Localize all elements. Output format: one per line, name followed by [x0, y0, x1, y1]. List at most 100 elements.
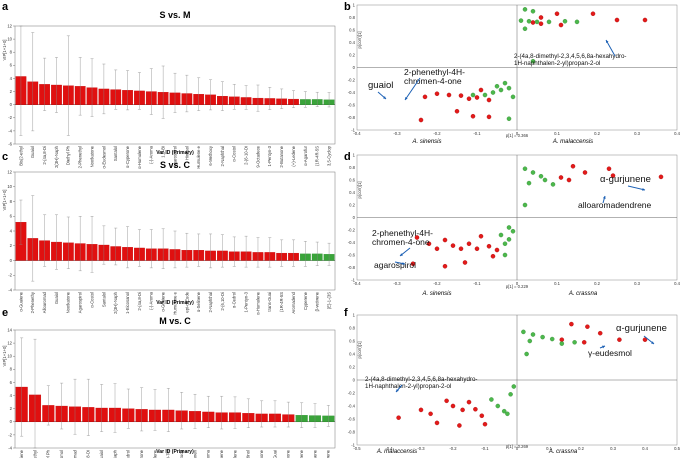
- annotation-line: 1H-naphthalen-2-yl)propan-2-ol: [514, 60, 600, 67]
- x-tick-label: 0.5: [674, 446, 680, 451]
- scatter-point: [574, 19, 580, 25]
- y-tick-label: 8: [10, 367, 13, 372]
- scatter-point: [658, 174, 664, 180]
- y-tick-label: 4: [10, 76, 13, 81]
- arrow-head: [642, 187, 645, 191]
- scatter-point: [538, 15, 544, 20]
- scatter-point: [460, 407, 465, 413]
- category-label: Agarospirol: [172, 146, 177, 167]
- category-label: (1R-4R-5S: [315, 146, 320, 166]
- annotation-label: α-gurjunene: [600, 174, 651, 185]
- scatter-point: [522, 26, 528, 31]
- x-tick-label: 0: [516, 131, 519, 136]
- scatter-point: [510, 228, 516, 234]
- scatter-point: [506, 237, 512, 242]
- annotation-line: 2-(4a,8-dimethyl-2,3,4,5,6,8a-hexahydro-: [365, 376, 477, 383]
- x-axis-label: Var ID (Primary): [156, 150, 194, 156]
- scatter-point: [510, 94, 516, 100]
- scatter-point: [444, 398, 449, 404]
- scatter-point: [526, 180, 532, 186]
- category-label: T-Cadinol: [246, 450, 251, 458]
- panel-letter: e: [2, 307, 8, 319]
- x-tick-label: -0.4: [385, 446, 393, 451]
- scatter-point: [486, 114, 492, 120]
- x-tick-label: 0.1: [554, 131, 560, 136]
- scatter-point: [414, 235, 420, 240]
- scatter-point: [614, 17, 620, 23]
- plot-frame: [14, 25, 336, 145]
- category-label: (1R-4R-5S: [279, 292, 284, 312]
- category-label: α-Guaiene: [19, 449, 24, 458]
- panel-letter: c: [2, 151, 8, 163]
- y-tick-label: -0.4: [348, 240, 356, 245]
- scatter-point: [446, 92, 452, 98]
- x-tick-label: -0.2: [433, 281, 441, 286]
- scatter-point: [434, 246, 440, 251]
- scatter-point: [524, 351, 529, 357]
- y-tick-label: -0.8: [348, 429, 356, 434]
- x-axis-label: Var ID (Primary): [156, 449, 194, 455]
- y-tick-label: 0.4: [349, 351, 355, 356]
- panel-c: c S vs. C -4 -2 0 2 4 6 8 10 12 VIP[1+1+0] α-Guaiene…: [2, 151, 336, 315]
- scatter-point: [494, 247, 500, 253]
- x-tick-label: 0.3: [634, 281, 640, 286]
- category-label: Bis(2-ethyl: [18, 146, 23, 166]
- category-label: α-Costol: [89, 292, 94, 308]
- category-label: Cyperene: [303, 291, 308, 310]
- scatter-point: [502, 80, 508, 86]
- x-tick-label: 0.4: [674, 281, 680, 286]
- category-label: 3-Pentanone: [259, 449, 264, 458]
- arrow-head: [405, 97, 408, 100]
- scatter-point: [585, 324, 590, 329]
- annotation-line: 2-phenethyl-4H-: [404, 67, 465, 77]
- scatter-point: [470, 92, 476, 98]
- category-label: Guaiol: [99, 450, 104, 458]
- scatter-point: [486, 243, 492, 249]
- scatter-point: [610, 173, 616, 178]
- x-tick-label: -0.1: [481, 446, 489, 451]
- scatter-point: [562, 18, 568, 24]
- y-tick-label: 0.6: [349, 338, 355, 343]
- y-tick-label: -1: [351, 442, 355, 447]
- y-tick-label: 0: [353, 215, 356, 220]
- category-label: 1,1'-Bi-Tet: [166, 449, 171, 458]
- category-label: 2-Butanone: [286, 449, 291, 458]
- category-label: α-Cedrol: [126, 450, 131, 458]
- annotation-line: chromen-4-one: [404, 76, 462, 86]
- x-tick-label: 0.2: [594, 281, 600, 286]
- scatter-point: [559, 341, 565, 346]
- scatter-point: [530, 59, 536, 64]
- scatter-point: [474, 246, 480, 251]
- scatter-point: [490, 253, 496, 259]
- scatter-point: [502, 252, 508, 258]
- scatter-point: [474, 95, 480, 100]
- scatter-point: [478, 87, 484, 93]
- y-tick-label: 0: [10, 258, 13, 263]
- category-label: trans-Guai: [267, 292, 272, 312]
- category-label: β-vetivene: [315, 291, 320, 311]
- scatter-point: [546, 19, 552, 25]
- x-tick-label: 0: [516, 446, 519, 451]
- category-label: 2(3H)-Naph: [54, 145, 59, 168]
- y-tick-label: 0: [353, 65, 356, 70]
- category-label: α-Cyperone: [125, 145, 130, 168]
- y-tick-label: 0.2: [349, 202, 355, 207]
- scatter-point: [522, 166, 528, 171]
- scatter-point: [422, 94, 428, 100]
- scatter-point: [434, 420, 440, 426]
- category-label: α-Gurjunen: [192, 449, 197, 458]
- scatter-point: [590, 11, 596, 16]
- panel-d: d -0.4 -0.3 -0.2 -0.1 0 0.1 0.2 0.3 0.4 -1 -0.8 -0.6…: [344, 151, 681, 297]
- x-tick-label: 0: [516, 281, 519, 286]
- right-group-label: A. malaccensis: [552, 139, 593, 145]
- category-label: Guaiol: [54, 292, 59, 304]
- category-label: Bis(2-ethyl: [32, 450, 37, 458]
- scatter-point: [540, 334, 545, 340]
- y-tick-label: 2: [10, 243, 13, 248]
- y-axis-label: VIP[1+1+0]: [2, 40, 7, 61]
- scatter-point: [534, 19, 540, 25]
- x-tick-label: -0.3: [417, 446, 425, 451]
- arrow-head: [383, 96, 386, 99]
- scatter-point: [426, 241, 432, 246]
- scatter-point: [479, 413, 485, 418]
